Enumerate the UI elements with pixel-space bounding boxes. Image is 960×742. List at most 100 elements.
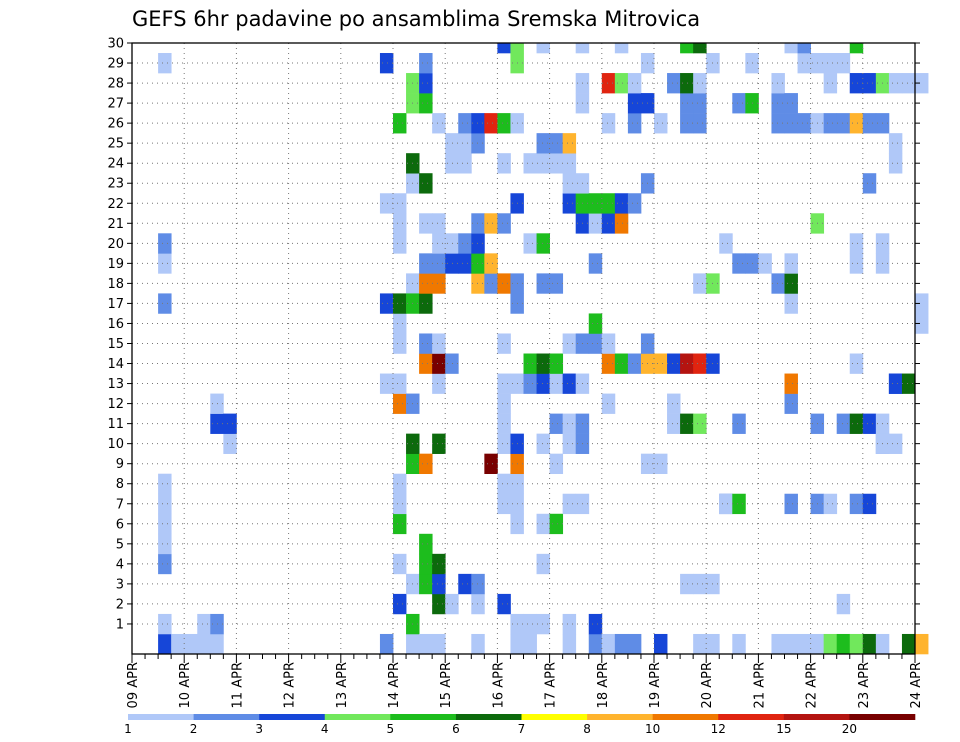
colorbar-label: 15 [776,722,791,736]
x-tick-label: 23 APR [857,662,872,708]
heatmap-cell [549,133,564,154]
y-tick-label: 22 [107,197,124,212]
x-tick-label: 17 APR [544,662,559,708]
y-tick-label: 19 [107,257,124,272]
heatmap-cell [654,353,668,374]
heatmap-cell [614,213,629,234]
heatmap-cell [393,313,407,334]
y-tick-label: 16 [107,317,124,332]
heatmap-cell [706,633,720,655]
heatmap-cell [601,113,616,134]
heatmap-cell [627,193,642,214]
heatmap-cell [471,593,485,615]
heatmap-cell [536,153,550,174]
heatmap-cell [680,353,694,374]
heatmap-cell [549,513,564,535]
heatmap-cell [784,633,798,655]
heatmap-cell [862,633,877,655]
heatmap-cell [849,413,864,434]
heatmap-cell [497,113,511,134]
heatmap-cell [823,53,838,74]
heatmap-cell [406,633,420,655]
heatmap-cell [471,233,485,254]
heatmap-cell [419,213,433,234]
x-tick-label: 20 APR [700,662,715,708]
heatmap-cell [497,213,511,234]
heatmap-cell [784,43,798,54]
heatmap-cell [901,373,916,394]
heatmap-cell [158,613,172,635]
y-tick-label: 29 [107,57,124,72]
heatmap-cell [901,73,916,94]
x-tick-label: 16 APR [491,662,506,708]
heatmap-cell [758,253,772,274]
colorbar-label: 4 [321,722,329,736]
heatmap-cell [393,233,407,254]
heatmap-cell [497,493,511,515]
heatmap-cell [614,193,629,214]
heatmap-cell [849,493,864,515]
heatmap-cell [432,333,446,354]
heatmap-cell [680,93,694,114]
colorbar-label: 10 [645,722,660,736]
heatmap-cell [784,373,798,394]
y-tick-label: 7 [116,497,124,512]
heatmap-cell [445,153,459,174]
heatmap-cell [223,433,237,454]
heatmap-cell [888,373,903,394]
heatmap-cell [432,233,446,254]
heatmap-cell [445,353,459,374]
heatmap-cell [562,433,577,454]
heatmap-cell [693,413,707,434]
heatmap-cell [823,113,838,134]
heatmap-cell [680,43,694,54]
heatmap-cell [445,233,459,254]
heatmap-cell [601,633,616,655]
heatmap-cell [497,153,511,174]
heatmap-cell [419,173,433,194]
heatmap-cell [562,413,577,434]
heatmap-cell [888,73,903,94]
heatmap-cell [693,73,707,94]
heatmap-cell [549,373,564,394]
heatmap-cell [510,43,524,54]
heatmap-cell [536,613,550,635]
y-tick-label: 6 [116,517,124,532]
colorbar-label: 8 [583,722,591,736]
x-tick-label: 24 APR [909,662,924,708]
heatmap-cell [732,253,746,274]
heatmap-cell [184,633,198,655]
heatmap-cell [393,553,407,575]
grid-lines [132,42,915,654]
heatmap-cell [849,43,864,54]
heatmap-cell [614,633,629,655]
x-tick-label: 11 APR [230,662,245,708]
heatmap-cell [379,53,394,74]
heatmap-cell [784,493,798,515]
heatmap-cell [419,353,433,374]
heatmap-cell [158,473,172,495]
x-tick-label: 15 APR [439,662,454,708]
heatmap-cell [536,133,550,154]
colorbar-label: 12 [711,722,726,736]
heatmap-cell [471,213,485,234]
heatmap-cell [601,73,616,94]
heatmap-cell [484,273,498,294]
heatmap-cell [393,393,407,414]
heatmap-cell [471,633,485,655]
heatmap-cell [862,113,877,134]
heatmap-cell [432,213,446,234]
colorbar-label: 20 [842,722,857,736]
heatmap-cell [432,633,446,655]
heatmap-cell [627,93,642,114]
heatmap-cell [393,293,407,314]
y-tick-label: 8 [116,477,124,492]
heatmap-cell [901,633,916,655]
heatmap-cell [445,133,459,154]
heatmap-cell [432,373,446,394]
heatmap-cell [784,393,798,414]
heatmap-cell [158,233,172,254]
x-tick-label: 14 APR [387,662,402,708]
y-tick-label: 11 [107,417,124,432]
y-tick-label: 18 [107,277,124,292]
